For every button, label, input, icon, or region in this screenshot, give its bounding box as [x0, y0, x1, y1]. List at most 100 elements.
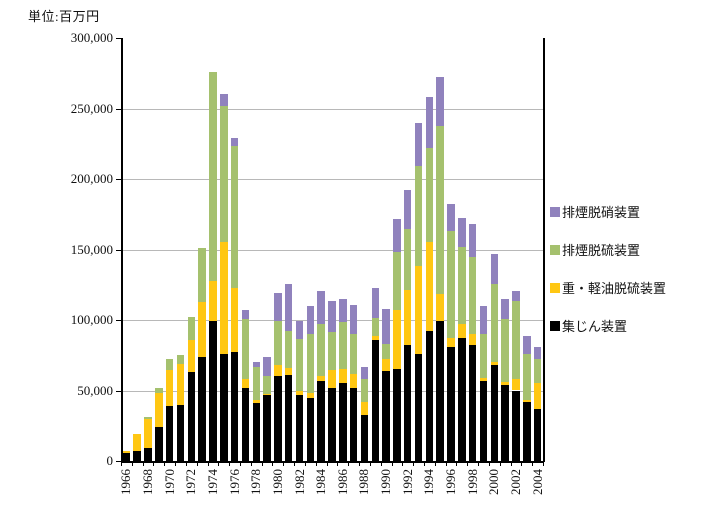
x-axis-tick: [391, 462, 393, 466]
bar-segment-1978: [252, 403, 260, 461]
y-axis-line: [121, 38, 123, 462]
bar-segment-1975: [220, 242, 228, 354]
x-axis-tick: [207, 462, 209, 466]
bar-segment-1997: [458, 324, 466, 339]
bar-segment-1986: [339, 383, 347, 461]
bar-segment-1994: [425, 97, 434, 148]
bar-segment-1990: [382, 343, 390, 359]
bar-segment-1974: [209, 321, 217, 461]
bar-segment-1982: [295, 391, 304, 395]
x-axis-tick: [499, 462, 501, 466]
bar-segment-1978: [252, 366, 260, 400]
bar-segment-1986: [339, 298, 347, 323]
x-axis-label: 2004: [529, 469, 545, 495]
legend-label: 排煙脱硝装置: [562, 205, 641, 220]
bar-segment-1994: [425, 147, 434, 243]
bar-segment-1995: [436, 126, 444, 294]
bar-segment-1981: [284, 374, 293, 461]
bar-segment-1978: [252, 361, 260, 367]
x-axis-label: 1986: [334, 469, 350, 495]
plot-right-border: [543, 38, 545, 462]
bar-segment-1999: [479, 380, 488, 461]
bar-segment-2000: [490, 254, 499, 285]
x-axis-label: 1996: [443, 469, 459, 495]
bar-segment-2003: [523, 399, 531, 402]
bar-segment-1989: [371, 317, 380, 337]
x-axis-tick: [164, 462, 166, 466]
legend-swatch-icon: [550, 206, 560, 217]
bar-segment-1980: [274, 376, 282, 461]
y-axis-tick: [116, 390, 121, 392]
bar-segment-1992: [403, 345, 412, 461]
bar-segment-1983: [306, 393, 315, 398]
y-axis-label: 250,000: [70, 100, 113, 116]
legend-swatch-icon: [550, 244, 560, 255]
bar-segment-1991: [393, 369, 401, 461]
bar-segment-1997: [458, 338, 466, 461]
y-axis-label: 300,000: [70, 30, 113, 45]
legend: 排煙脱硝装置 排煙脱硫装置 重・軽油脱硫装置 集じん装置: [550, 205, 708, 357]
bar-segment-1972: [187, 339, 196, 373]
bar-segment-1972: [187, 372, 196, 461]
bar-segment-1982: [295, 339, 304, 392]
bar-segment-2002: [512, 291, 520, 301]
bar-segment-1996: [447, 346, 455, 461]
bar-segment-1970: [165, 359, 174, 371]
legend-item: 集じん装置: [550, 319, 708, 334]
bar-segment-2001: [501, 298, 509, 319]
bar-segment-1979: [263, 395, 271, 461]
bar-segment-1995: [436, 76, 444, 127]
y-axis-label: 100,000: [70, 312, 113, 327]
y-axis-label: 200,000: [70, 171, 113, 186]
bar-segment-1982: [295, 320, 304, 340]
bar-segment-1971: [176, 363, 185, 405]
legend-item: 重・軽油脱硫装置: [550, 281, 708, 296]
bar-segment-1975: [220, 94, 228, 107]
x-axis-label: 1994: [421, 469, 437, 495]
x-axis-tick: [121, 462, 122, 466]
x-axis-label: 2000: [486, 469, 502, 495]
bar-segment-1991: [393, 219, 401, 253]
x-axis-tick: [359, 462, 361, 466]
bar-segment-1984: [317, 323, 325, 377]
gridline: [121, 108, 543, 110]
x-axis-tick: [456, 462, 458, 466]
bar-segment-1979: [263, 394, 271, 396]
bar-segment-1981: [284, 330, 293, 368]
x-axis-tick: [283, 462, 285, 466]
bar-segment-2004: [533, 383, 542, 409]
y-axis-tick: [116, 320, 121, 321]
bar-segment-2001: [501, 382, 509, 385]
bar-segment-1968: [144, 419, 152, 449]
x-axis-label: 1998: [464, 469, 480, 495]
bar-segment-1995: [436, 293, 444, 321]
bar-segment-2000: [490, 365, 499, 461]
x-axis-label: 1982: [291, 469, 307, 495]
bar-segment-2003: [523, 401, 531, 461]
bar-segment-1976: [230, 145, 239, 288]
bar-segment-1972: [187, 317, 196, 340]
bar-segment-1999: [479, 377, 488, 381]
bar-segment-1987: [349, 388, 358, 461]
bar-segment-1985: [328, 300, 336, 332]
bar-segment-1993: [414, 123, 423, 167]
bar-segment-1977: [241, 310, 250, 319]
x-axis-label: 1992: [399, 469, 415, 495]
x-axis-label: 1970: [161, 469, 177, 495]
x-axis-tick: [380, 462, 382, 466]
bar-segment-1996: [447, 204, 455, 232]
x-axis-label: 1976: [226, 469, 242, 495]
bar-segment-1991: [393, 252, 401, 311]
bar-segment-1984: [317, 291, 325, 324]
x-axis-tick: [272, 462, 274, 466]
unit-label: 単位:百万円: [28, 9, 100, 24]
legend-label: 集じん装置: [562, 319, 628, 334]
bar-segment-1988: [360, 378, 369, 402]
bar-segment-1980: [274, 292, 282, 321]
bar-segment-1990: [382, 370, 390, 461]
x-axis-label: 1990: [378, 469, 394, 495]
bar-segment-2003: [523, 353, 531, 400]
x-axis-tick: [369, 462, 371, 466]
bar-segment-1997: [458, 218, 466, 247]
x-axis-tick: [488, 462, 490, 466]
